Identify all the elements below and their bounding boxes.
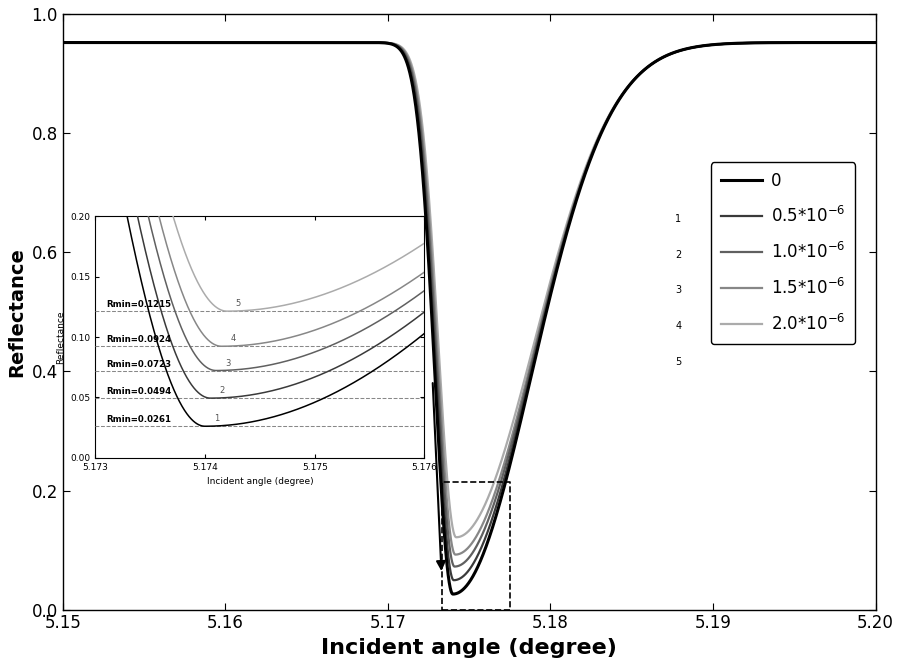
Text: 5: 5 (676, 357, 682, 367)
X-axis label: Incident angle (degree): Incident angle (degree) (322, 638, 617, 658)
Text: 4: 4 (676, 321, 681, 331)
Y-axis label: Reflectance: Reflectance (7, 247, 26, 377)
Text: 3: 3 (676, 285, 681, 295)
Text: 1: 1 (676, 213, 681, 223)
Legend: 0, 0.5*10$^{-6}$, 1.0*10$^{-6}$, 1.5*10$^{-6}$, 2.0*10$^{-6}$: 0, 0.5*10$^{-6}$, 1.0*10$^{-6}$, 1.5*10$… (711, 162, 855, 344)
Text: 2: 2 (676, 249, 682, 259)
